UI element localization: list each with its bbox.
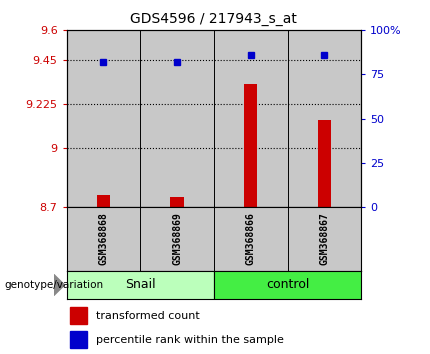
Bar (288, 30, 361, 207)
Bar (244, 84, 258, 207)
Bar (67, 30, 140, 207)
Bar (214, 271, 361, 299)
Bar (70, 307, 87, 324)
Bar (318, 120, 331, 207)
Text: control: control (266, 279, 309, 291)
Bar (140, 30, 214, 207)
Text: GSM368868: GSM368868 (98, 212, 108, 266)
Bar (97, 195, 110, 207)
Bar (214, 30, 288, 207)
Polygon shape (54, 274, 64, 296)
Bar (67, 271, 214, 299)
Title: GDS4596 / 217943_s_at: GDS4596 / 217943_s_at (130, 12, 298, 26)
Text: GSM368869: GSM368869 (172, 212, 182, 266)
Text: Snail: Snail (125, 279, 156, 291)
Text: transformed count: transformed count (96, 311, 200, 321)
Text: percentile rank within the sample: percentile rank within the sample (96, 335, 284, 345)
Bar (170, 197, 184, 207)
Text: GSM368867: GSM368867 (319, 212, 329, 266)
Text: GSM368866: GSM368866 (246, 212, 256, 266)
Text: genotype/variation: genotype/variation (4, 280, 104, 290)
Bar (70, 331, 87, 348)
